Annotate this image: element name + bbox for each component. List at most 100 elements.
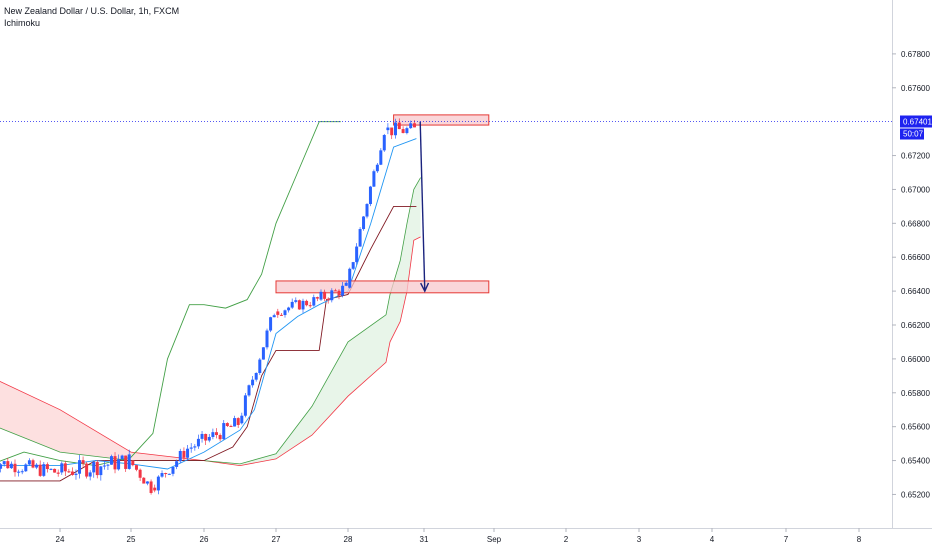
- candle-body: [0, 464, 3, 469]
- candle-body: [243, 395, 247, 416]
- candle-body: [319, 291, 323, 300]
- candle-body: [167, 473, 171, 475]
- candle-body: [386, 127, 390, 131]
- candle-body: [182, 450, 186, 458]
- candle-body: [164, 473, 168, 475]
- candle-body: [229, 426, 233, 428]
- candle: [63, 460, 67, 476]
- candle: [171, 466, 175, 477]
- candle: [365, 203, 369, 219]
- countdown-tag: [900, 128, 924, 140]
- candle-body: [375, 164, 379, 172]
- candle: [269, 316, 273, 333]
- candle: [348, 267, 352, 289]
- candle-body: [312, 297, 316, 306]
- candle-body: [394, 122, 397, 136]
- candle-body: [99, 466, 103, 476]
- candle: [254, 372, 258, 382]
- candle-body: [254, 372, 258, 380]
- candle-body: [153, 487, 157, 491]
- candle: [193, 444, 197, 451]
- candle: [153, 484, 157, 493]
- candle: [131, 460, 135, 467]
- candle-body: [31, 460, 35, 468]
- candle: [182, 447, 186, 461]
- candle-body: [74, 473, 78, 475]
- candle: [78, 454, 82, 479]
- candle-body: [276, 311, 280, 315]
- candle-body: [240, 415, 244, 424]
- candle-body: [351, 262, 355, 269]
- candle: [95, 460, 99, 479]
- candle: [70, 467, 74, 476]
- candle: [297, 299, 301, 310]
- candle: [218, 433, 222, 442]
- candle-body: [382, 135, 386, 151]
- candle-body: [265, 330, 269, 348]
- x-tick-label: 2: [564, 535, 569, 544]
- candle-body: [124, 455, 128, 469]
- candle-body: [20, 471, 24, 473]
- candle: [164, 472, 168, 478]
- candle-body: [189, 447, 193, 449]
- candle-body: [330, 290, 334, 301]
- candle-body: [233, 418, 237, 427]
- candle-body: [35, 464, 39, 468]
- candle-body: [333, 290, 337, 292]
- candle: [81, 456, 85, 467]
- candle-body: [368, 186, 372, 205]
- x-tick-label: 4: [710, 535, 715, 544]
- candle: [109, 454, 113, 465]
- candle-body: [102, 465, 106, 467]
- candle: [287, 306, 291, 313]
- candle: [233, 415, 237, 427]
- candle-body: [186, 448, 190, 458]
- candle: [394, 118, 397, 139]
- candle-body: [171, 466, 175, 474]
- candle-body: [49, 468, 53, 470]
- candle-body: [85, 463, 89, 477]
- y-tick-label: 0.67600: [901, 84, 930, 93]
- candle: [127, 449, 131, 470]
- candle: [27, 458, 31, 466]
- x-tick-label: 31: [420, 535, 429, 544]
- candle: [337, 289, 341, 300]
- cloud-bearish: [0, 381, 204, 461]
- candle-body: [225, 423, 229, 427]
- candle-body: [222, 423, 226, 440]
- y-tick-label: 0.66000: [901, 355, 930, 364]
- candle: [362, 215, 366, 231]
- candle: [368, 185, 372, 207]
- candle: [283, 309, 287, 318]
- candle-body: [106, 464, 110, 466]
- candle: [113, 452, 117, 474]
- candle-body: [287, 307, 291, 311]
- candle: [92, 460, 96, 478]
- candle: [401, 126, 405, 134]
- candle: [355, 243, 359, 266]
- y-tick-label: 0.66600: [901, 253, 930, 262]
- candle: [294, 297, 298, 304]
- candle-body: [200, 433, 204, 439]
- candle: [382, 133, 386, 152]
- x-tick-label: 28: [344, 535, 353, 544]
- candle: [375, 162, 379, 173]
- y-tick-label: 0.66400: [901, 287, 930, 296]
- indicator-label[interactable]: Ichimoku: [4, 18, 41, 28]
- candle: [319, 289, 323, 301]
- candle: [124, 455, 128, 472]
- candle: [17, 469, 21, 477]
- candle: [142, 477, 146, 484]
- candle-body: [63, 463, 67, 472]
- candle-body: [109, 456, 113, 465]
- candle: [272, 313, 276, 318]
- candle: [204, 433, 208, 445]
- candle: [308, 301, 312, 308]
- base-line: [0, 205, 417, 482]
- candle: [160, 470, 164, 478]
- candle: [261, 347, 265, 360]
- x-tick-label: 24: [56, 535, 65, 544]
- candle: [211, 428, 215, 440]
- candle: [409, 120, 413, 129]
